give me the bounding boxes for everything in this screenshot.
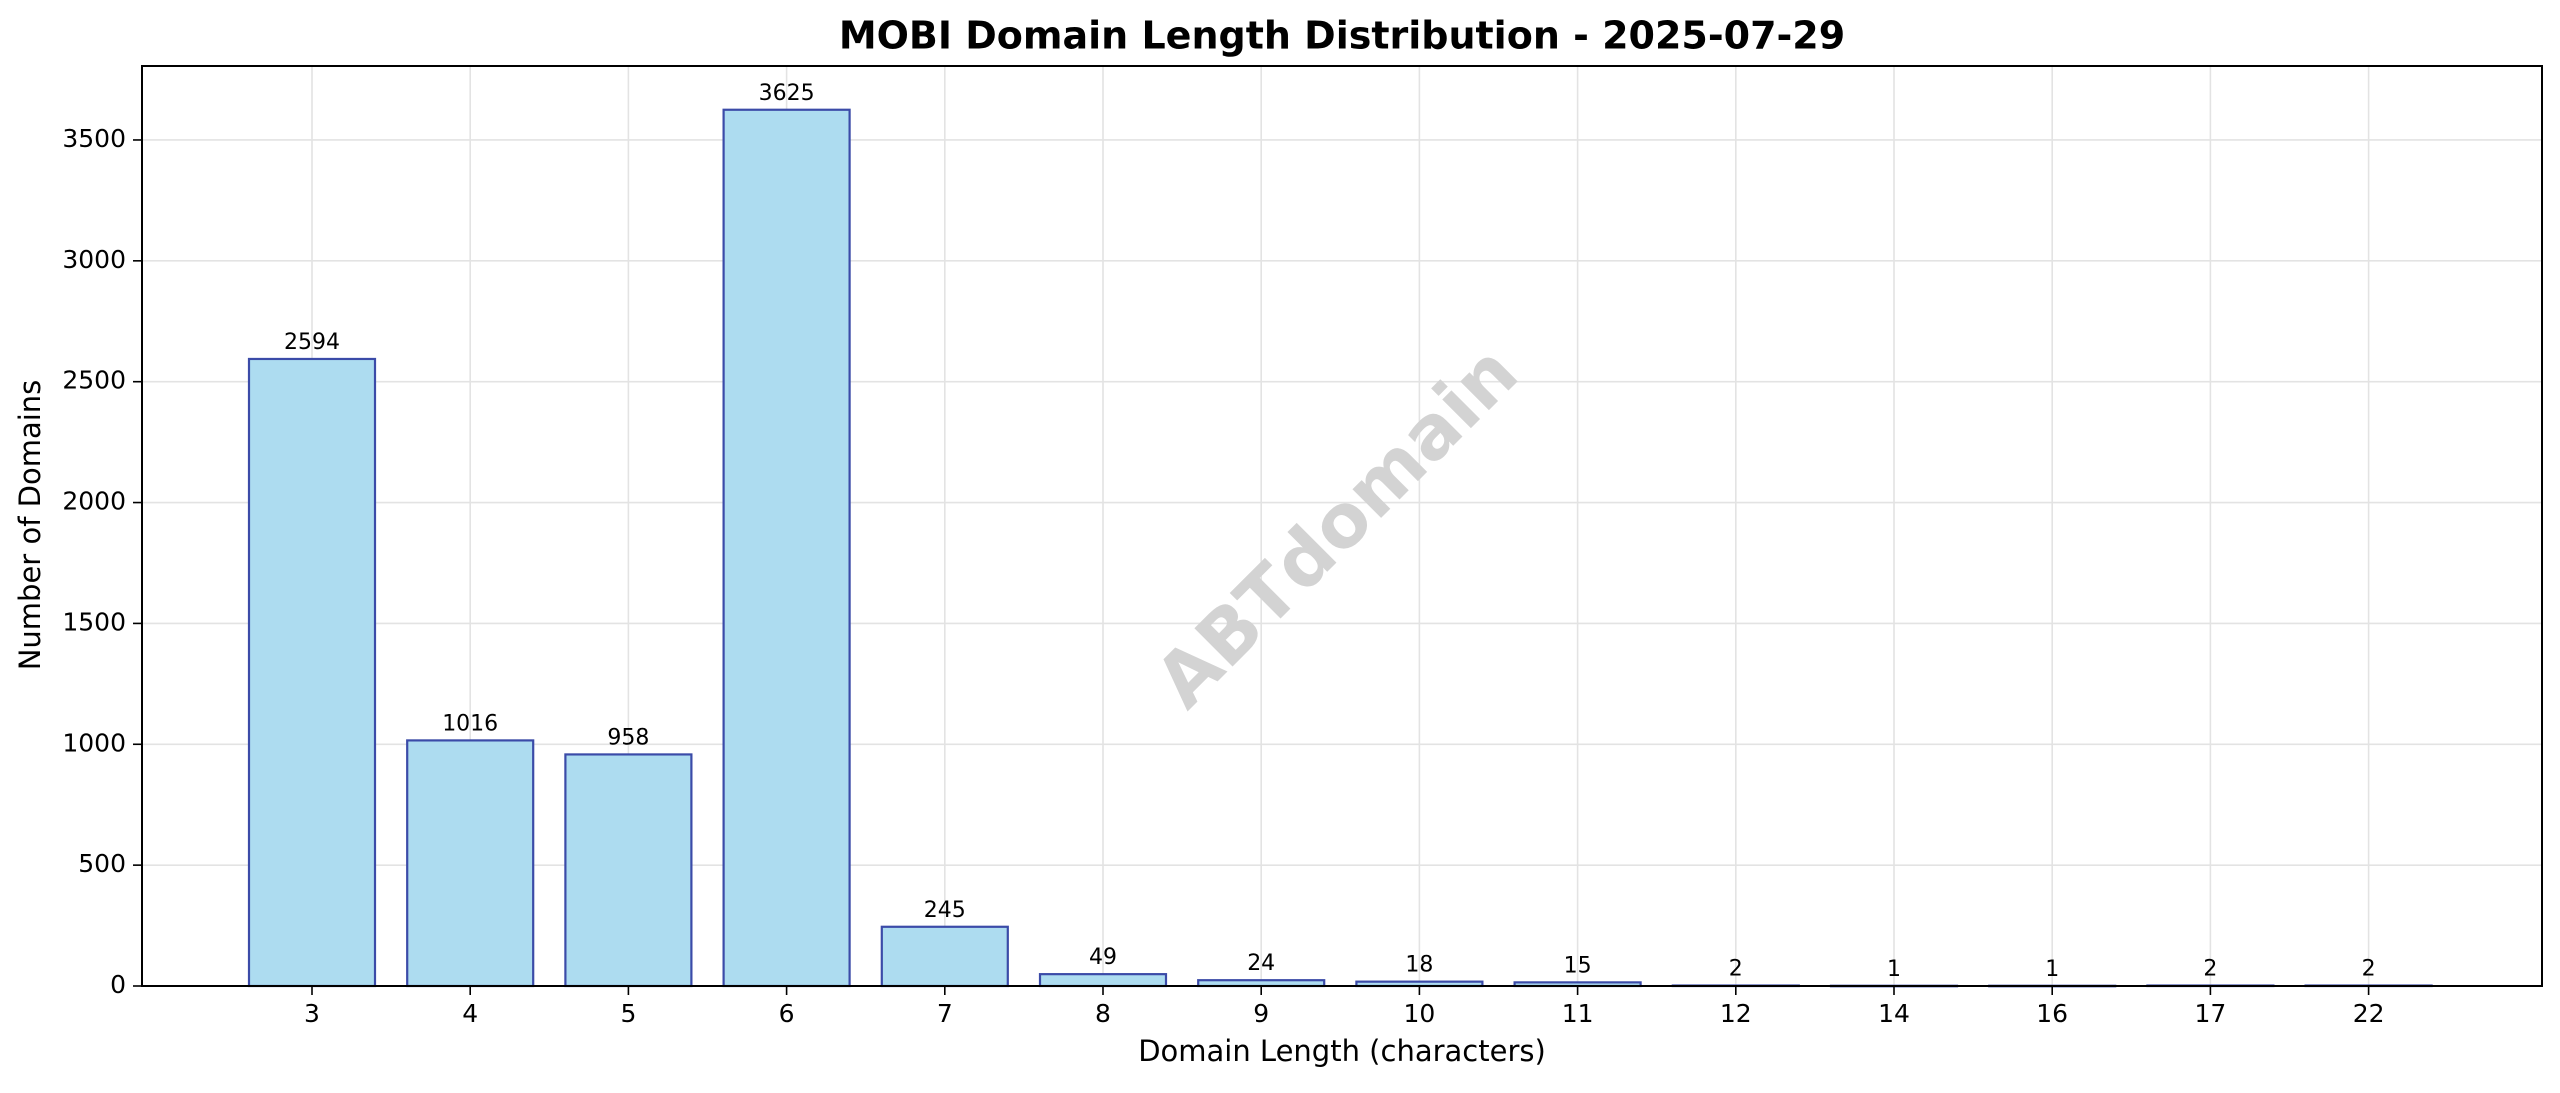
data-label-22: 2	[2362, 957, 2376, 982]
watermark: ABTdomain	[1139, 329, 1534, 724]
data-label-7: 245	[924, 898, 966, 923]
x-tick-label: 6	[779, 999, 795, 1028]
x-tick-label: 10	[1403, 999, 1435, 1028]
data-labels-layer: 2594 1016 958 3625 245 49 24 18 15 2 1 1 2 2	[284, 81, 2376, 982]
y-tick-label: 3500	[62, 124, 126, 153]
data-label-8: 49	[1089, 945, 1117, 970]
bar-6	[722, 108, 851, 988]
data-label-11: 15	[1564, 953, 1592, 978]
data-label-9: 24	[1247, 951, 1275, 976]
y-tick-label: 2500	[62, 366, 126, 395]
y-axis-title: Number of Domains	[13, 380, 47, 671]
x-tick-label: 17	[2194, 999, 2226, 1028]
y-axis: 0 500 1000 1500 2000 2500 3000 3500	[62, 124, 142, 999]
x-tick-label: 8	[1095, 999, 1111, 1028]
data-label-3: 2594	[284, 330, 340, 355]
data-label-16: 1	[2045, 957, 2059, 982]
x-tick-label: 3	[304, 999, 320, 1028]
x-tick-label: 11	[1562, 999, 1594, 1028]
data-label-17: 2	[2203, 957, 2217, 982]
y-tick-label: 0	[110, 970, 126, 999]
chart-title: MOBI Domain Length Distribution - 2025-0…	[839, 14, 1845, 58]
data-label-14: 1	[1887, 957, 1901, 982]
x-tick-label: 5	[620, 999, 636, 1028]
x-axis: 3 4 5 6 7 8 9 10 11 12 14 16 17 22	[304, 986, 2385, 1028]
x-tick-label: 22	[2353, 999, 2385, 1028]
x-tick-label: 9	[1253, 999, 1269, 1028]
x-tick-label: 14	[1878, 999, 1910, 1028]
x-axis-title: Domain Length (characters)	[1138, 1034, 1546, 1068]
x-tick-label: 12	[1720, 999, 1752, 1028]
bar-7	[880, 925, 1009, 988]
y-tick-label: 2000	[62, 487, 126, 516]
x-tick-label: 4	[462, 999, 478, 1028]
bar-3	[247, 357, 377, 988]
bar-4	[406, 739, 535, 988]
plot-frame	[141, 65, 2543, 987]
bar-5	[564, 753, 693, 988]
bars-layer	[247, 108, 2433, 988]
y-tick-label: 1500	[62, 607, 126, 636]
data-label-4: 1016	[442, 711, 498, 736]
y-tick-label: 3000	[62, 245, 126, 274]
data-label-6: 3625	[759, 81, 815, 106]
data-label-10: 18	[1405, 953, 1433, 978]
data-label-5: 958	[607, 725, 649, 750]
y-tick-label: 1000	[62, 728, 126, 757]
x-tick-label: 16	[2036, 999, 2068, 1028]
y-tick-label: 500	[78, 849, 126, 878]
bar-8	[1038, 973, 1168, 988]
x-tick-label: 7	[937, 999, 953, 1028]
data-label-12: 2	[1729, 957, 1743, 982]
